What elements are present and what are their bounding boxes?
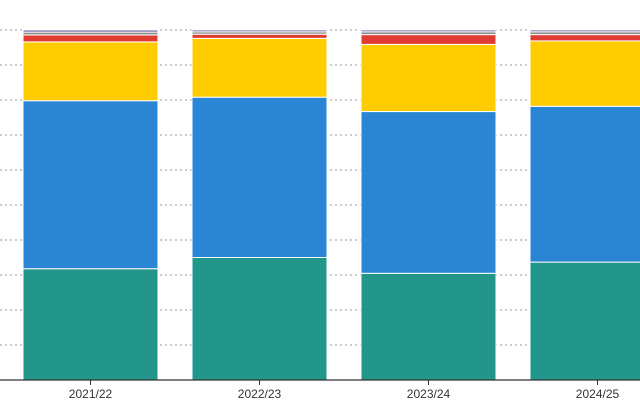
bar-segment-6-3 — [529, 29, 640, 33]
bar-segment-3-3 — [529, 40, 640, 107]
bar-segment-2-1 — [191, 96, 328, 258]
x-tick-label: 2024/25 — [576, 387, 620, 400]
bar-segment-4-1 — [191, 33, 328, 39]
bar-segment-3-2 — [360, 43, 497, 112]
x-tick-label: 2021/22 — [69, 387, 113, 400]
bar-segment-4-0 — [22, 34, 159, 43]
bar-stack-0 — [22, 29, 159, 381]
bar-segment-1-2 — [360, 272, 497, 381]
bar-segment-1-3 — [529, 261, 640, 381]
bar-segment-4-2 — [360, 34, 497, 45]
bar-segment-6-2 — [360, 29, 497, 33]
bar-segment-2-2 — [360, 111, 497, 274]
bar-segment-1-1 — [191, 257, 328, 381]
bar-segment-3-1 — [191, 37, 328, 98]
bar-segment-6-1 — [191, 29, 328, 33]
bars — [22, 29, 640, 381]
bar-segment-4-3 — [529, 34, 640, 42]
x-tick-label: 2023/24 — [407, 387, 451, 400]
bar-segment-2-3 — [529, 105, 640, 263]
bar-segment-2-0 — [22, 100, 159, 270]
bar-stack-2 — [360, 29, 497, 381]
bar-segment-6-0 — [22, 29, 159, 33]
bar-segment-3-0 — [22, 41, 159, 102]
bar-stack-3 — [529, 29, 640, 381]
bar-stack-1 — [191, 29, 328, 381]
x-tick-label: 2022/23 — [238, 387, 282, 400]
x-axis: 2021/22 2022/23 2023/24 2024/25 — [0, 379, 640, 400]
bar-segment-1-0 — [22, 268, 159, 381]
